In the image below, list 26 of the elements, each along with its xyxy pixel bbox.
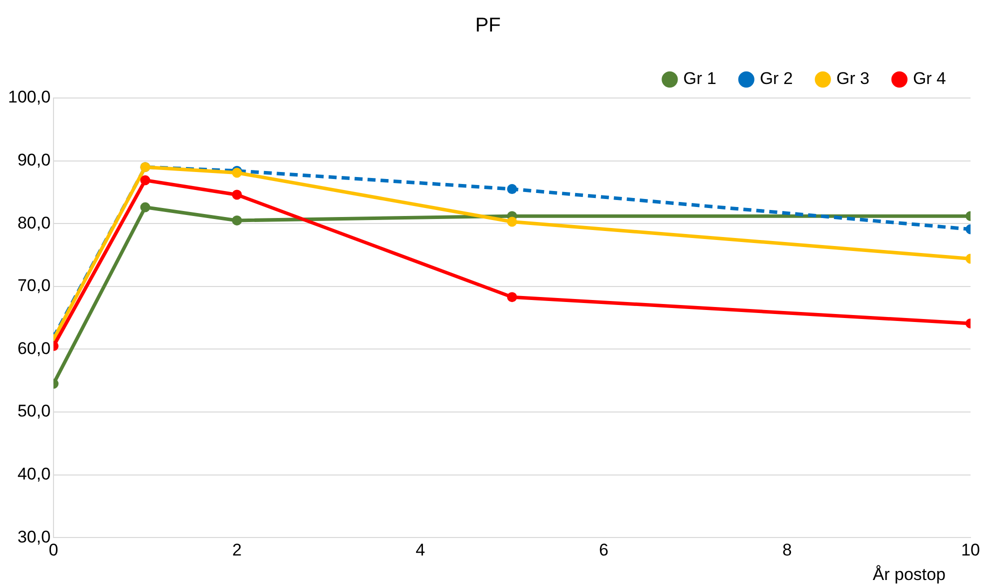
point xyxy=(507,292,518,302)
y-tick-label: 80,0 xyxy=(17,213,51,232)
y-tick-label: 70,0 xyxy=(17,276,51,296)
point xyxy=(507,216,518,227)
point xyxy=(140,202,150,212)
y-tick-label: 40,0 xyxy=(17,464,51,484)
x-axis-title: År postop xyxy=(872,565,946,584)
y-tick-label: 50,0 xyxy=(17,402,51,421)
x-tick-label: 4 xyxy=(416,540,426,560)
x-tick-label: 2 xyxy=(232,540,242,560)
legend-label: Gr 3 xyxy=(836,69,870,88)
legend-label: Gr 1 xyxy=(683,69,716,88)
x-tick-label: 8 xyxy=(782,540,792,560)
x-tick-label: 0 xyxy=(48,540,58,560)
legend-label: Gr 2 xyxy=(760,69,793,88)
legend-label: Gr 4 xyxy=(912,69,946,88)
y-tick-label: 90,0 xyxy=(17,150,51,170)
point xyxy=(232,190,242,200)
y-tick-label: 100,0 xyxy=(8,88,51,107)
point xyxy=(140,175,150,186)
chart-title: PF xyxy=(475,14,501,37)
point xyxy=(232,215,242,226)
x-tick-label: 6 xyxy=(599,540,608,560)
y-tick-label: 60,0 xyxy=(17,338,51,358)
y-tick-label: 30,0 xyxy=(17,527,51,546)
x-tick-label: 10 xyxy=(961,540,980,560)
